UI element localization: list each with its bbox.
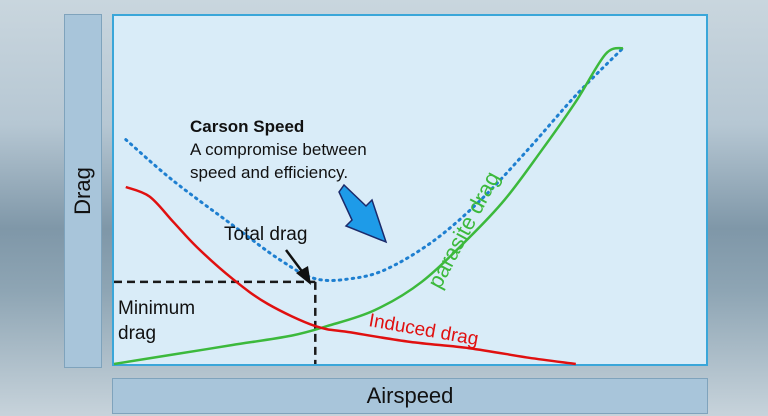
carson-speed-arrow-icon	[338, 183, 388, 244]
series-line-total-drag	[124, 46, 625, 282]
carson-speed-line2: speed and efficiency.	[190, 163, 348, 182]
carson-speed-line1: A compromise between	[190, 140, 367, 159]
x-axis-label-box: Airspeed	[112, 378, 708, 414]
carson-speed-title: Carson Speed	[190, 117, 304, 136]
total-drag-label: Total drag	[224, 224, 307, 245]
x-axis-label: Airspeed	[366, 383, 454, 408]
series-line-induced-drag	[125, 185, 576, 366]
series-line-parasite-drag	[113, 46, 624, 366]
chart-lines	[113, 46, 625, 366]
plot-area	[112, 14, 708, 366]
minimum-drag-line1: Minimum	[118, 298, 195, 319]
y-axis-label-box: Drag	[64, 14, 102, 368]
minimum-drag-line2: drag	[118, 323, 156, 344]
total-drag-arrow	[285, 249, 311, 285]
parasite-drag-label: parasite drag	[422, 167, 504, 292]
